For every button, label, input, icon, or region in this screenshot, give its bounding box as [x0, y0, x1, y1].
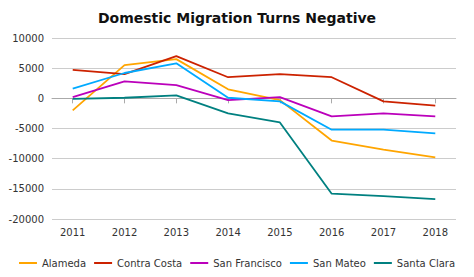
svg-text:Alameda: Alameda — [42, 258, 86, 269]
svg-text:-15000: -15000 — [9, 183, 44, 194]
svg-text:10000: 10000 — [12, 33, 44, 44]
svg-text:5000: 5000 — [19, 63, 44, 74]
svg-text:2014: 2014 — [215, 227, 240, 238]
svg-text:2015: 2015 — [267, 227, 292, 238]
svg-text:0: 0 — [38, 93, 44, 104]
svg-text:Santa Clara: Santa Clara — [397, 258, 455, 269]
svg-text:2018: 2018 — [423, 227, 448, 238]
svg-text:San Francisco: San Francisco — [213, 258, 282, 269]
svg-text:2012: 2012 — [112, 227, 137, 238]
svg-text:Domestic Migration Turns Negat: Domestic Migration Turns Negative — [98, 10, 376, 26]
svg-text:2016: 2016 — [319, 227, 344, 238]
svg-text:San Mateo: San Mateo — [313, 258, 366, 269]
svg-text:Contra Costa: Contra Costa — [117, 258, 182, 269]
svg-text:-20000: -20000 — [9, 214, 44, 225]
svg-text:2011: 2011 — [60, 227, 85, 238]
svg-text:2013: 2013 — [164, 227, 189, 238]
svg-text:-10000: -10000 — [9, 153, 44, 164]
svg-text:2017: 2017 — [371, 227, 396, 238]
svg-text:-5000: -5000 — [15, 123, 44, 134]
